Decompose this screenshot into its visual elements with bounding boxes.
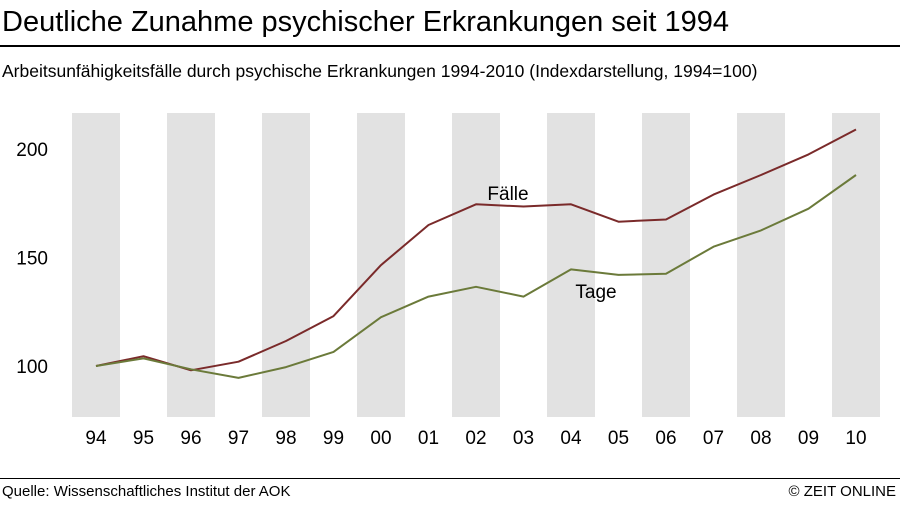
x-tick-06: 06 [655, 428, 676, 449]
x-tick-99: 99 [323, 428, 344, 449]
footer-divider [0, 478, 900, 479]
x-axis-tick-labels: 94 95 96 97 98 99 00 01 02 03 04 05 06 07 08 09 10 [85, 428, 866, 449]
source-note: Quelle: Wissenschaftliches Institut der … [2, 483, 291, 500]
x-tick-02: 02 [465, 428, 486, 449]
x-tick-05: 05 [608, 428, 629, 449]
x-tick-01: 01 [418, 428, 439, 449]
x-tick-09: 09 [798, 428, 819, 449]
x-tick-08: 08 [750, 428, 771, 449]
y-tick-200: 200 [16, 140, 48, 161]
copyright-credit: © ZEIT ONLINE [788, 483, 896, 500]
series-labels: Fälle Tage [487, 184, 616, 303]
chart-subtitle: Arbeitsunfähigkeitsfälle durch psychisch… [2, 61, 758, 81]
y-axis-tick-labels: 100 150 200 [16, 140, 48, 378]
series-lines [95, 128, 857, 379]
x-tick-96: 96 [180, 428, 201, 449]
y-tick-150: 150 [16, 249, 48, 270]
x-tick-03: 03 [513, 428, 534, 449]
x-tick-00: 00 [370, 428, 391, 449]
y-tick-100: 100 [16, 357, 48, 378]
x-tick-97: 97 [228, 428, 249, 449]
x-tick-95: 95 [133, 428, 154, 449]
x-tick-98: 98 [275, 428, 296, 449]
band-04 [547, 113, 595, 417]
chart-title: Deutliche Zunahme psychischer Erkrankung… [2, 6, 730, 38]
series-label-fälle: Fälle [487, 184, 528, 205]
band-02 [452, 113, 500, 417]
x-tick-07: 07 [703, 428, 724, 449]
series-label-tage: Tage [575, 282, 616, 303]
background-bands [72, 113, 880, 417]
x-tick-04: 04 [560, 428, 582, 449]
header-divider [0, 45, 900, 47]
x-tick-10: 10 [845, 428, 866, 449]
band-94 [72, 113, 120, 417]
band-10 [832, 113, 880, 417]
band-08 [737, 113, 785, 417]
x-tick-94: 94 [85, 428, 107, 449]
